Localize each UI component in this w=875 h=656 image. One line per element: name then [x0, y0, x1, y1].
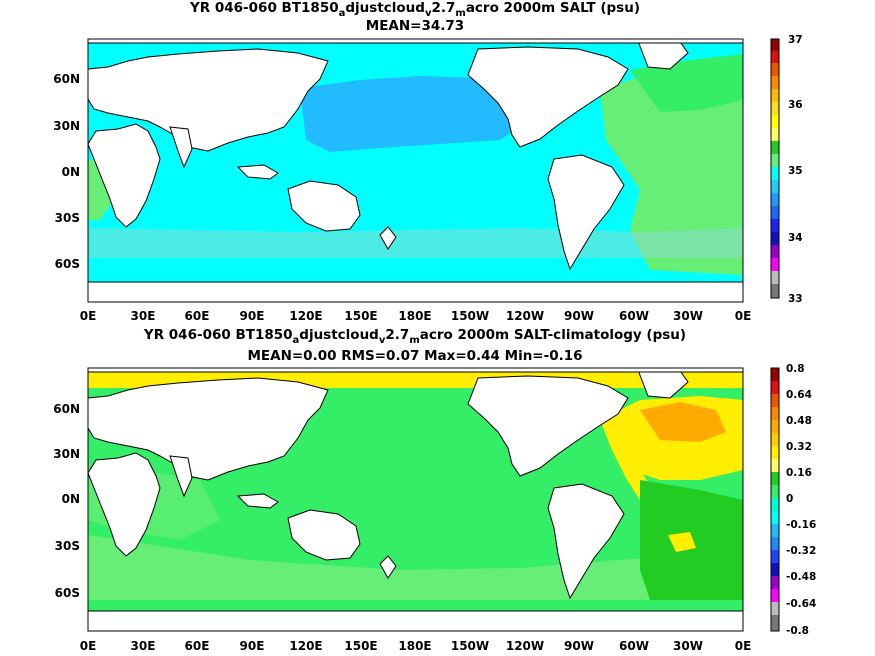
p1-cb-label: 35 [788, 165, 803, 177]
p2-lon-label: 0E [735, 639, 752, 653]
p1-lat-30s: 30S [55, 211, 80, 225]
p1-cb-label: 34 [788, 232, 803, 244]
p1-cb-label: 37 [788, 34, 803, 46]
p2-lon-label: 150E [344, 639, 377, 653]
p2-lat-60n: 60N [53, 402, 80, 416]
p2-cb-label: -0.16 [786, 519, 816, 531]
p2-lon-label: 120W [506, 639, 544, 653]
panel1-stats: MEAN=34.73 [365, 18, 465, 34]
p1-lon-label: 0E [80, 309, 97, 323]
p2-cb-label: 0.16 [786, 467, 812, 479]
panel2-colorbar: 0.8 0.64 0.48 0.32 0.16 0 -0.16 -0.32 -0… [770, 363, 816, 637]
panel2-southern-light [88, 535, 743, 600]
panel2-lon-labels: 0E 30E 60E 90E 120E 150E 180E 150W 120W … [80, 639, 752, 653]
p2-cb-label: -0.32 [786, 545, 816, 557]
p2-lat-30s: 30S [55, 539, 80, 553]
p1-lon-label: 60W [619, 309, 649, 323]
p2-cb-label: 0.8 [786, 363, 805, 375]
p2-lon-label: 0E [80, 639, 97, 653]
p1-lon-label: 90E [240, 309, 265, 323]
panel2-stats: MEAN=0.00 RMS=0.07 Max=0.44 Min=-0.16 [247, 348, 583, 364]
panel1-colorbar: 37 36 35 34 33 [770, 34, 803, 305]
p1-lat-30n: 30N [53, 119, 80, 133]
p1-cb-label: 36 [788, 99, 803, 111]
p1-lon-label: 0E [735, 309, 752, 323]
panel1-npacific-low [300, 76, 530, 152]
p2-cb-label: 0.32 [786, 441, 812, 453]
p1-lon-label: 120E [289, 309, 322, 323]
panel1-natl-bright [630, 54, 743, 112]
p1-cb-label: 33 [788, 293, 803, 305]
p2-cb-label: 0.48 [786, 415, 812, 427]
panel2-lat-labels: 60N 30N 0N 30S 60S [53, 402, 80, 600]
panel2-frame [87, 367, 744, 632]
p1-lon-label: 30E [131, 309, 156, 323]
p2-lon-label: 150W [451, 639, 489, 653]
p2-lon-label: 90E [240, 639, 265, 653]
p1-lon-label: 150E [344, 309, 377, 323]
p2-lat-60s: 60S [55, 586, 80, 600]
p2-cb-label: -0.8 [786, 625, 809, 637]
p2-cb-label: 0.64 [786, 389, 812, 401]
p2-lon-label: 60E [185, 639, 210, 653]
p2-lat-30n: 30N [53, 447, 80, 461]
p2-lon-label: 30W [673, 639, 703, 653]
panel1-map [88, 39, 743, 302]
panel1-atlantic-green [600, 60, 743, 275]
p1-lat-60s: 60S [55, 257, 80, 271]
panel2-title: YR 046-060 BT1850adjustcloudv2.7macro 20… [143, 327, 687, 346]
p1-lat-0n: 0N [62, 165, 80, 179]
p2-lon-label: 120E [289, 639, 322, 653]
p1-lon-label: 120W [506, 309, 544, 323]
p2-lon-label: 60W [619, 639, 649, 653]
panel1-lat-labels: 60N 30N 0N 30S 60S [53, 72, 80, 271]
panel1-title: YR 046-060 BT1850adjustcloudv2.7macro 20… [190, 0, 640, 19]
panel1-lon-labels: 0E 30E 60E 90E 120E 150E 180E 150W 120W … [80, 309, 752, 323]
p2-lat-0n: 0N [62, 492, 80, 506]
p2-cb-label: -0.64 [786, 598, 816, 610]
p1-lon-label: 30W [673, 309, 703, 323]
p2-cb-label: 0 [786, 493, 793, 505]
p2-lon-label: 30E [131, 639, 156, 653]
p2-lon-label: 90W [564, 639, 594, 653]
p2-cb-label: -0.48 [786, 571, 816, 583]
p1-lon-label: 180E [398, 309, 431, 323]
p2-lon-label: 180E [398, 639, 431, 653]
p1-lon-label: 150W [451, 309, 489, 323]
panel1-frame [87, 38, 744, 303]
p1-lat-60n: 60N [53, 72, 80, 86]
panel2-natl-orange [640, 402, 726, 442]
panel2-map [88, 368, 743, 631]
p1-lon-label: 90W [564, 309, 594, 323]
p1-lon-label: 60E [185, 309, 210, 323]
panel2-satl-yellow-blob [668, 532, 696, 552]
panel1-southern-band [88, 228, 743, 258]
